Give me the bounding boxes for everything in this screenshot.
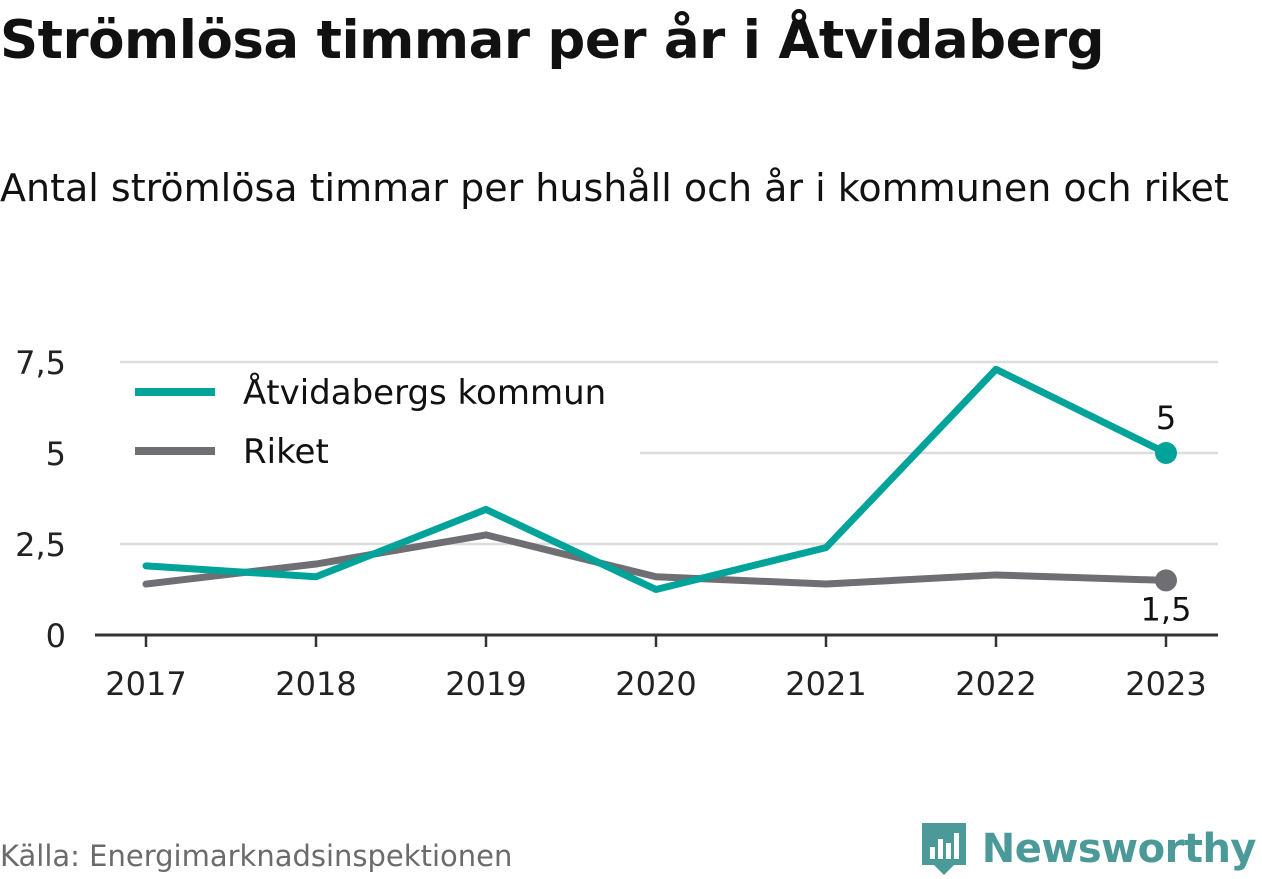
y-tick-label: 0 [46, 617, 66, 655]
x-tick-label: 2018 [275, 665, 356, 703]
x-tick-label: 2017 [105, 665, 186, 703]
chart-title: Strömlösa timmar per år i Åtvidaberg [0, 10, 1105, 71]
legend-label: Riket [243, 432, 329, 472]
chart-subtitle: Antal strömlösa timmar per hushåll och å… [0, 166, 1229, 210]
newsworthy-logo-icon [921, 823, 966, 875]
legend: Åtvidabergs kommun Riket [120, 368, 640, 472]
data-point [1155, 442, 1177, 464]
y-tick-label: 5 [46, 435, 66, 473]
y-axis-ticks: 0 2,5 5 7,5 [15, 344, 66, 655]
y-tick-label: 2,5 [15, 526, 66, 564]
brand-name: Newsworthy [981, 826, 1257, 872]
x-tick-label: 2022 [955, 665, 1036, 703]
end-value-label: 1,5 [1141, 590, 1192, 628]
x-tick-label: 2019 [445, 665, 526, 703]
source-note: Källa: Energimarknadsinspektionen [0, 839, 513, 873]
series-line [142, 365, 1170, 593]
line-chart: 0 2,5 5 7,5 2017 2018 2019 2020 2021 2022 2023 Åt… [15, 344, 1218, 703]
y-tick-label: 7,5 [15, 344, 66, 382]
brand-logo: Newsworthy [920, 821, 1257, 877]
legend-label: Åtvidabergs kommun [243, 372, 606, 413]
x-axis: 2017 2018 2019 2020 2021 2022 2023 [95, 633, 1218, 703]
series-lines [142, 365, 1177, 593]
x-tick-label: 2020 [615, 665, 696, 703]
series-line [142, 531, 1170, 588]
end-value-label: 5 [1156, 399, 1176, 437]
data-point [1155, 569, 1177, 592]
end-labels: 51,5 [1141, 399, 1192, 628]
x-tick-label: 2021 [785, 665, 866, 703]
x-tick-label: 2023 [1125, 665, 1206, 703]
